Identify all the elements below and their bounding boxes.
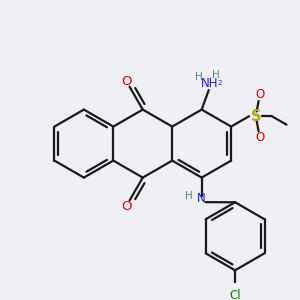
Text: O: O xyxy=(122,200,132,213)
Text: O: O xyxy=(255,88,264,101)
Text: H: H xyxy=(184,191,192,202)
Text: N: N xyxy=(197,192,206,205)
Text: O: O xyxy=(255,131,264,144)
Text: H: H xyxy=(194,72,202,82)
Text: Cl: Cl xyxy=(229,289,241,300)
Text: S: S xyxy=(251,109,262,124)
Text: O: O xyxy=(122,74,132,88)
Text: $_2$: $_2$ xyxy=(217,78,223,88)
Text: NH: NH xyxy=(201,77,218,90)
Text: H: H xyxy=(212,70,219,80)
